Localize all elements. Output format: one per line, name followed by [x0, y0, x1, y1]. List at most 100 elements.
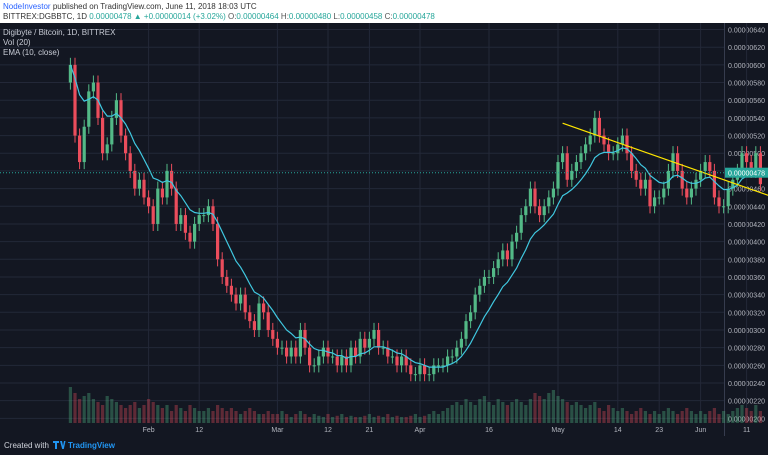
volume-bar [689, 411, 693, 423]
x-tick-label: May [551, 427, 565, 434]
candle-body [717, 197, 721, 207]
volume-bar [712, 408, 716, 423]
candle-body [147, 197, 151, 207]
volume-bar [588, 405, 592, 423]
candle-body [386, 347, 390, 357]
last-price-text: 0.00000478 [89, 12, 132, 21]
volume-bar [156, 405, 160, 423]
symbol-label: BITTREX:DGBBTC, 1D [3, 12, 88, 21]
volume-bar [262, 414, 266, 423]
volume-bar [648, 414, 652, 423]
volume-bar [473, 405, 477, 423]
candle-body [570, 170, 574, 180]
x-tick-label: 11 [743, 427, 750, 434]
volume-bar [331, 417, 335, 423]
volume-bar [436, 414, 440, 423]
volume-bar [482, 396, 486, 423]
candle-body [423, 365, 427, 375]
candle-body [524, 206, 528, 216]
candle-body [114, 100, 118, 118]
volume-bar [372, 417, 376, 423]
candle-body [363, 338, 367, 348]
volume-bar [179, 408, 183, 423]
tradingview-logo-icon[interactable] [52, 439, 66, 451]
candle-body [602, 135, 606, 145]
volume-bar [409, 415, 413, 423]
change-text: ▲ +0.00000014 (+3.02%) [133, 12, 226, 21]
price-chart-svg[interactable]: 0.000006400.000006200.000006000.00000580… [0, 23, 768, 436]
candle-body [275, 338, 279, 348]
candle-body [574, 162, 578, 171]
candle-body [289, 347, 293, 357]
volume-bar [87, 393, 91, 423]
candle-body [662, 188, 666, 198]
candle-body [188, 232, 192, 242]
candle-body [409, 365, 413, 375]
volume-bar [455, 402, 459, 423]
volume-bar [505, 405, 509, 423]
open-value: 0.00000464 [236, 12, 279, 21]
volume-bar [501, 402, 505, 423]
volume-bar [570, 405, 574, 423]
volume-bar [731, 411, 735, 423]
volume-bar [321, 417, 325, 423]
volume-legend[interactable]: Vol (20) [3, 38, 31, 47]
volume-bar [584, 408, 588, 423]
high-label: H: [280, 12, 289, 21]
candle-body [547, 197, 551, 207]
volume-bar [459, 405, 463, 423]
candle-body [501, 250, 505, 260]
volume-bar [82, 396, 86, 423]
volume-bar [266, 411, 270, 423]
volume-bar [676, 414, 680, 423]
volume-bar [487, 402, 491, 423]
candle-body [193, 223, 197, 242]
candle-body [685, 188, 689, 198]
volume-bar [722, 411, 726, 423]
candle-body [312, 365, 316, 367]
volume-bar [183, 411, 187, 423]
chart-header: NodeInvestor published on TradingView.co… [0, 0, 768, 23]
volume-bar [96, 402, 100, 423]
candle-body [657, 197, 661, 199]
candle-body [298, 329, 302, 357]
candle-body [78, 135, 82, 163]
volume-bar [326, 414, 330, 423]
x-tick-label: Mar [271, 427, 284, 434]
volume-bar [395, 415, 399, 423]
chart-area[interactable]: 0.000006400.000006200.000006000.00000580… [0, 23, 768, 436]
candle-body [358, 338, 362, 357]
volume-bar [78, 399, 82, 423]
volume-bar [620, 408, 624, 423]
candle-body [73, 64, 77, 136]
candle-body [68, 64, 72, 83]
ema-legend[interactable]: EMA (10, close) [3, 48, 60, 57]
volume-bar [239, 414, 243, 423]
candle-body [367, 338, 371, 348]
candle-body [91, 82, 95, 92]
candle-body [354, 347, 358, 357]
x-tick-label: 21 [366, 427, 374, 434]
tradingview-brand[interactable]: TradingView [68, 441, 115, 450]
candle-body [216, 223, 220, 260]
price-axis-panel [724, 23, 768, 436]
volume-bar [101, 405, 105, 423]
volume-bar [607, 405, 611, 423]
x-tick-label: 14 [614, 427, 622, 434]
candle-body [252, 321, 256, 330]
volume-bar [542, 399, 546, 423]
candle-body [588, 135, 592, 145]
volume-bar [275, 414, 279, 423]
volume-bar [496, 399, 500, 423]
high-value: 0.00000480 [288, 12, 332, 21]
candle-body [565, 153, 569, 180]
volume-bar [639, 408, 643, 423]
x-tick-label: Feb [143, 427, 155, 434]
volume-bar [317, 415, 321, 423]
candle-body [510, 241, 514, 260]
candle-body [459, 338, 463, 348]
low-value: 0.00000458 [340, 12, 383, 21]
volume-bar [565, 402, 569, 423]
volume-bar [73, 393, 77, 423]
author-link[interactable]: NodeInvestor [3, 2, 51, 11]
